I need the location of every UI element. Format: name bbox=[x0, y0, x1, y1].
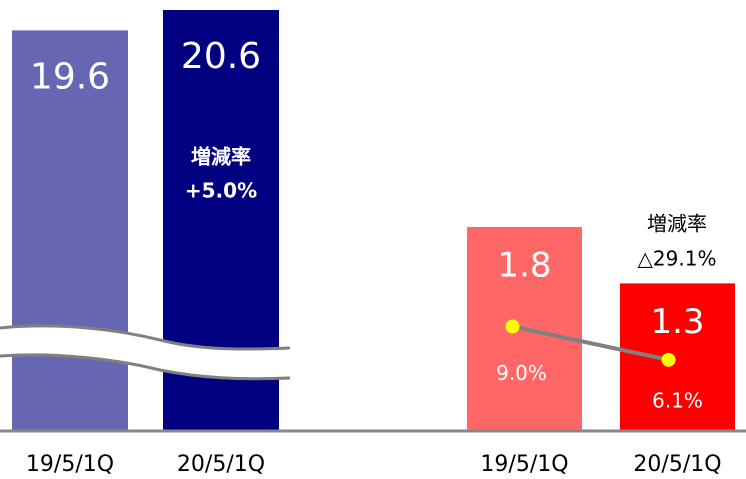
bar bbox=[12, 30, 128, 431]
x-tick-label: 19/5/1Q bbox=[26, 452, 114, 477]
axis-break bbox=[0, 325, 290, 379]
axis-break-edge bbox=[0, 324, 291, 351]
value-label: 1.8 bbox=[497, 246, 551, 286]
margin-point bbox=[505, 319, 520, 334]
x-tick-label: 20/5/1Q bbox=[177, 452, 265, 477]
margin-line bbox=[512, 324, 669, 362]
x-tick-label: 20/5/1Q bbox=[633, 452, 721, 477]
margin-label: 9.0% bbox=[496, 361, 547, 385]
axis-break-edge bbox=[0, 353, 291, 381]
annotation: 増減率 bbox=[191, 145, 251, 169]
x-tick-label: 19/5/1Q bbox=[480, 452, 568, 477]
margin-label: 6.1% bbox=[652, 388, 703, 412]
value-label: 20.6 bbox=[181, 36, 261, 77]
margin-point bbox=[661, 352, 676, 367]
value-label: 1.3 bbox=[650, 302, 704, 342]
annotation: △29.1% bbox=[638, 247, 717, 271]
annotation: +5.0% bbox=[185, 179, 257, 203]
value-label: 19.6 bbox=[30, 56, 110, 97]
annotation: 増減率 bbox=[647, 212, 707, 236]
bar bbox=[620, 283, 735, 430]
